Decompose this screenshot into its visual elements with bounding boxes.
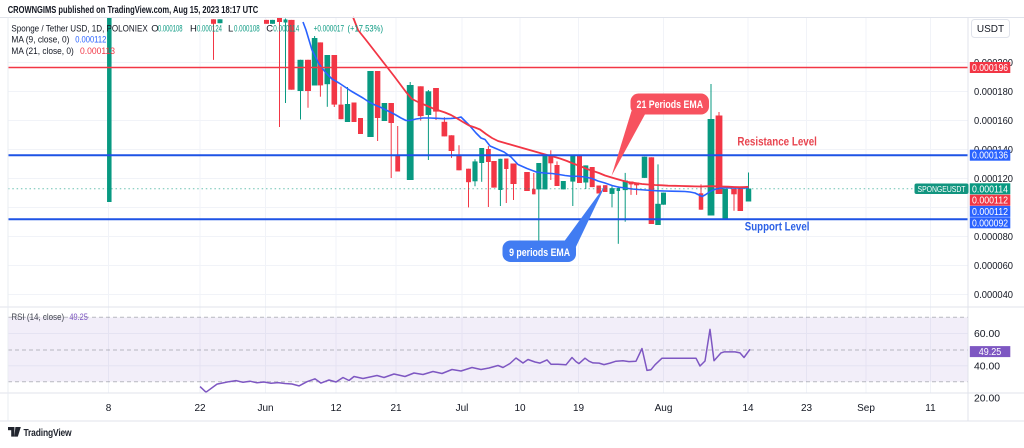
svg-text:TradingView: TradingView — [24, 427, 73, 439]
svg-text:0.000124: 0.000124 — [197, 23, 222, 34]
svg-text:Resistance Level: Resistance Level — [737, 134, 817, 148]
svg-text:0.000040: 0.000040 — [974, 290, 1013, 301]
svg-text:11: 11 — [925, 403, 936, 414]
svg-text:8: 8 — [106, 403, 112, 414]
svg-text:RSI (14, close): RSI (14, close) — [11, 312, 64, 323]
svg-text:0.000080: 0.000080 — [974, 232, 1013, 243]
svg-text:Sponge / Tether USD, 1D, POLON: Sponge / Tether USD, 1D, POLONIEX — [11, 23, 148, 34]
svg-text:0.000113: 0.000113 — [80, 46, 115, 57]
svg-text:14: 14 — [742, 403, 754, 414]
svg-text:0.000112: 0.000112 — [972, 196, 1008, 207]
svg-text:USDT: USDT — [977, 24, 1004, 35]
svg-text:Jul: Jul — [456, 403, 469, 414]
svg-text:MA (21, close, 0): MA (21, close, 0) — [11, 46, 73, 57]
svg-text:23: 23 — [801, 403, 813, 414]
svg-text:0.000060: 0.000060 — [974, 261, 1013, 272]
svg-text:21: 21 — [390, 403, 402, 414]
svg-text:0.000114: 0.000114 — [273, 23, 299, 34]
svg-text:9 periods EMA: 9 periods EMA — [509, 247, 570, 259]
svg-text:19: 19 — [573, 403, 585, 414]
svg-text:0.000136: 0.000136 — [972, 151, 1008, 162]
svg-text:(+17.53%): (+17.53%) — [348, 23, 384, 34]
svg-text:22: 22 — [194, 403, 206, 414]
svg-text:0.000180: 0.000180 — [974, 87, 1013, 98]
svg-text:H: H — [190, 23, 197, 34]
svg-text:40.00: 40.00 — [974, 361, 1000, 372]
svg-text:O: O — [151, 23, 158, 34]
svg-text:0.000196: 0.000196 — [972, 63, 1008, 74]
svg-text:0.000108: 0.000108 — [234, 23, 260, 34]
svg-text:12: 12 — [330, 403, 342, 414]
svg-text:49.25: 49.25 — [979, 347, 1002, 358]
svg-text:10: 10 — [514, 403, 526, 414]
svg-text:Support Level: Support Level — [745, 220, 810, 234]
svg-text:Sep: Sep — [857, 403, 875, 414]
svg-text:0.000092: 0.000092 — [972, 218, 1008, 229]
svg-text:0.000112: 0.000112 — [75, 35, 106, 46]
svg-text:SPONGEUSDT: SPONGEUSDT — [918, 185, 966, 194]
svg-text:Jun: Jun — [257, 403, 273, 414]
svg-text:0.000160: 0.000160 — [974, 116, 1013, 127]
svg-text:MA (9, close, 0): MA (9, close, 0) — [11, 35, 69, 46]
svg-text:0.000120: 0.000120 — [974, 174, 1013, 185]
svg-text:0.000108: 0.000108 — [158, 23, 183, 34]
svg-text:20.00: 20.00 — [974, 394, 1000, 405]
svg-text:49.25: 49.25 — [69, 312, 88, 323]
svg-text:0.000112: 0.000112 — [972, 207, 1008, 218]
svg-text:CROWNGIMS published on Trading: CROWNGIMS published on TradingView.com, … — [8, 4, 259, 16]
svg-text:+0.000017: +0.000017 — [314, 23, 344, 34]
svg-text:0.000114: 0.000114 — [972, 184, 1008, 195]
svg-text:21 Periods EMA: 21 Periods EMA — [637, 99, 704, 111]
svg-text:60.00: 60.00 — [974, 329, 1000, 340]
svg-text:Aug: Aug — [655, 403, 673, 414]
svg-text:L: L — [228, 23, 233, 34]
svg-text:C: C — [266, 23, 273, 34]
